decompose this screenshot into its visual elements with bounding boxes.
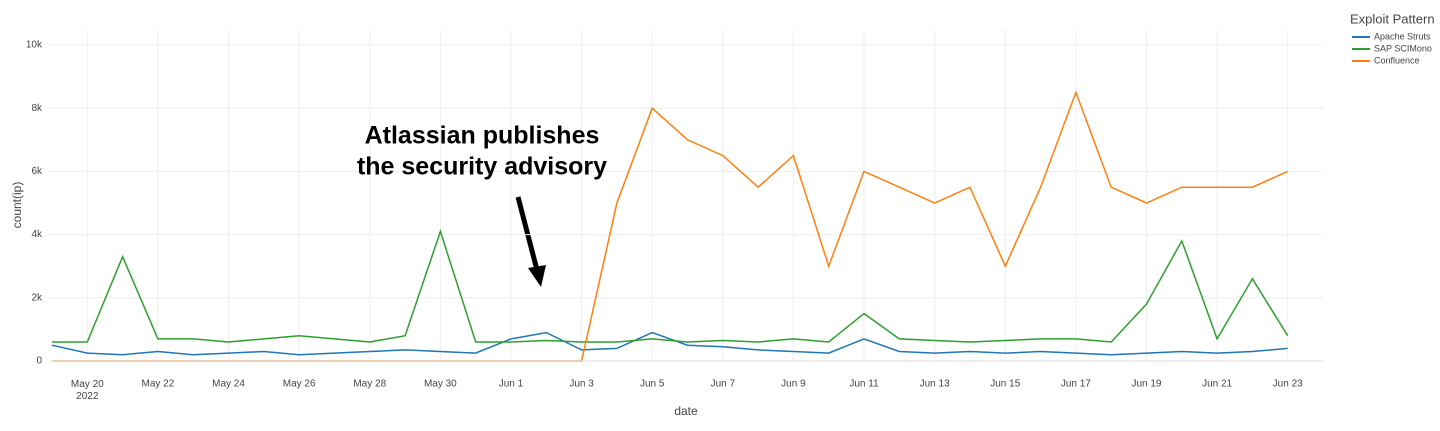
x-axis-title: date (674, 404, 698, 418)
x-tick-label: Jun 5 (640, 379, 665, 390)
x-tick-label: May 24 (212, 379, 245, 390)
annotation-arrowhead (528, 265, 546, 287)
series-line (51, 331, 1288, 356)
legend-title: Exploit Pattern (1350, 11, 1435, 26)
x-tick-label: May 28 (353, 379, 386, 390)
annotation-arrow (515, 196, 540, 271)
legend-label: SAP SCIMono (1374, 43, 1432, 53)
y-tick-label: 6k (31, 166, 43, 177)
legend-label: Apache Struts (1374, 31, 1431, 41)
x-tick-label: Jun 3 (569, 379, 594, 390)
plot: 0 2k 4k 6k 8k 10k May 20 2022 May 22 May 24 May 26… (26, 30, 1432, 402)
x-tick-label: Jun 11 (849, 379, 879, 390)
legend-label: Confluence (1374, 55, 1420, 65)
x-tick-label: May 26 (283, 379, 316, 390)
x-tick-label: Jun 21 (1202, 379, 1232, 390)
y-tick-label: 10k (26, 40, 43, 51)
x-tick-label: Jun 15 (990, 379, 1020, 390)
x-tick-label: May 30 (424, 379, 457, 390)
series-line (52, 90, 1289, 362)
y-tick-label: 8k (31, 103, 43, 114)
y-tick-label: 0 (36, 356, 42, 367)
x-tick-label: Jun 19 (1131, 379, 1161, 390)
y-tick-label: 4k (31, 229, 43, 240)
y-axis-title: count(ip) (10, 182, 24, 229)
x-tick-label: Jun 23 (1273, 379, 1303, 390)
annotation-text: the security advisory (357, 153, 607, 181)
x-tick-label: Jun 1 (499, 379, 524, 390)
x-tick-label: Jun 13 (920, 379, 950, 390)
series-line (52, 228, 1289, 343)
x-tick-label: Jun 17 (1061, 379, 1091, 390)
x-tick-label: May 20 2022 (71, 379, 104, 402)
x-tick-label: May 22 (142, 379, 175, 390)
x-tick-label: Jun 7 (711, 379, 736, 390)
y-tick-label: 2k (31, 292, 43, 303)
annotation-text: Atlassian publishes (365, 122, 600, 150)
x-tick-label: Jun 9 (781, 379, 806, 390)
